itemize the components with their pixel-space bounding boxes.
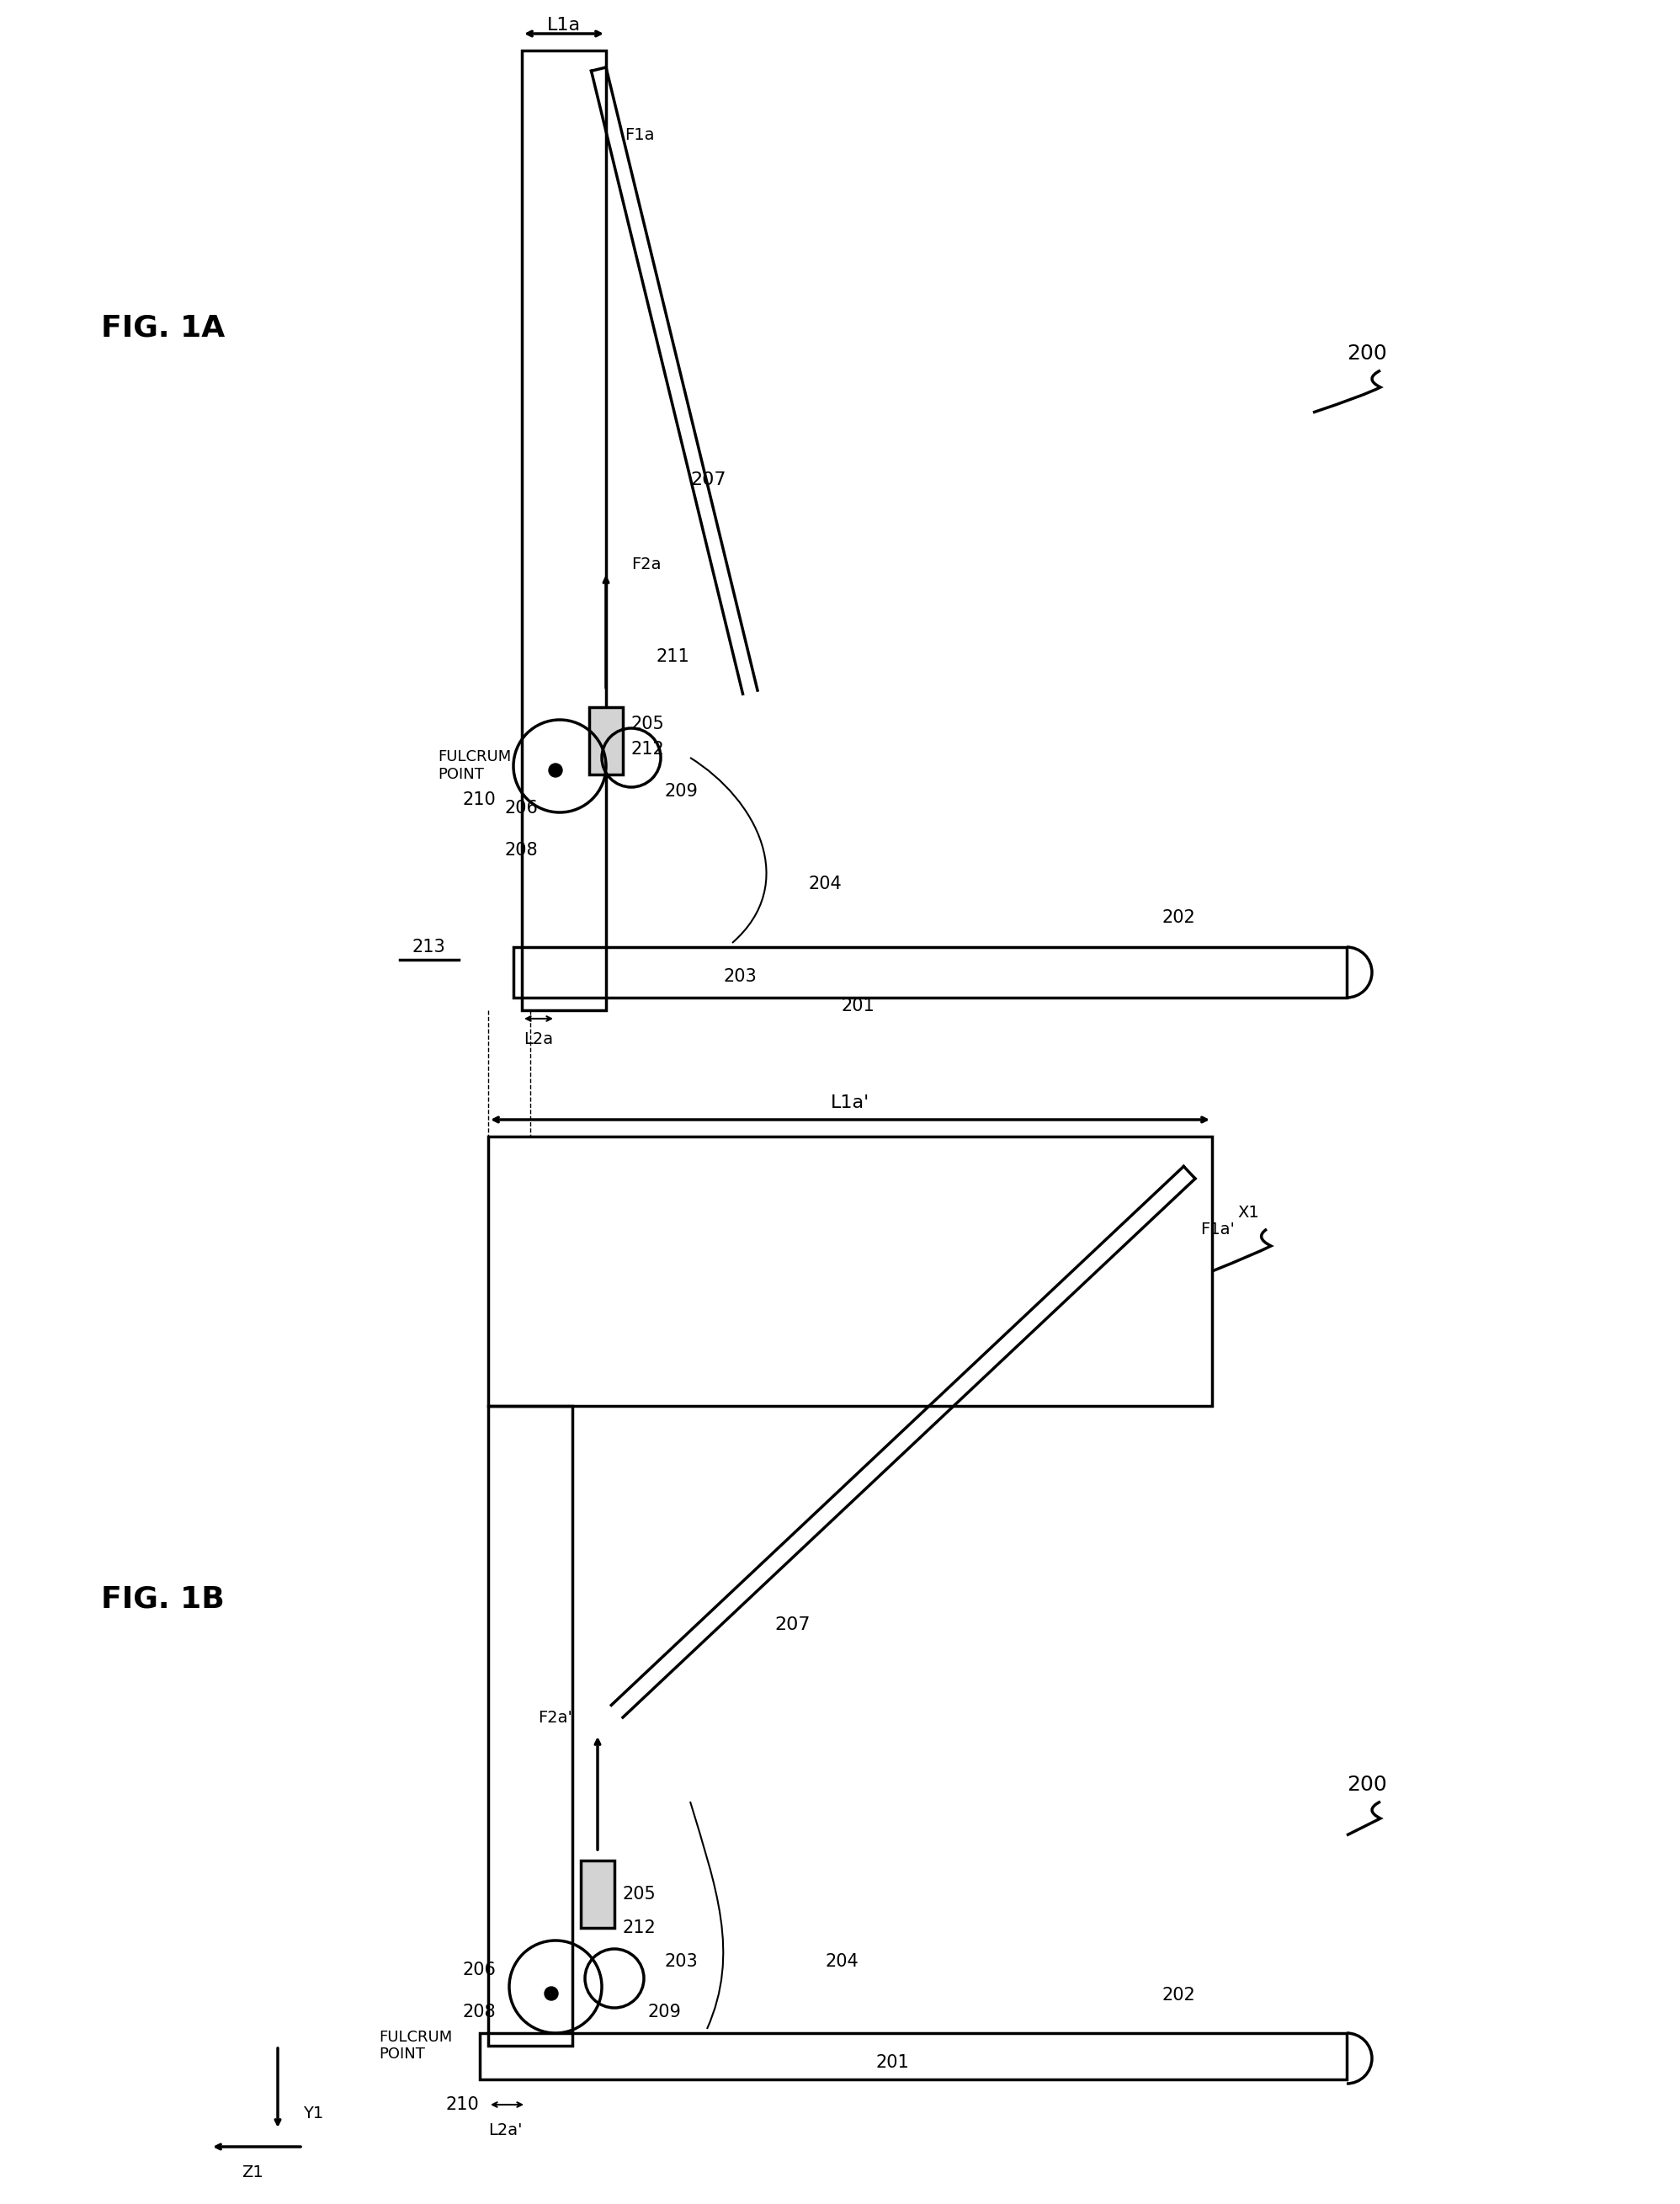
Text: F1a': F1a': [1201, 1221, 1235, 1236]
Text: 209: 209: [648, 2003, 682, 2021]
Text: L2a: L2a: [524, 1031, 553, 1047]
Text: 208: 208: [464, 2003, 496, 2021]
Text: 203: 203: [724, 968, 758, 985]
Text: 207: 207: [774, 1616, 810, 1633]
Bar: [489, 1137, 1211, 1406]
Circle shape: [549, 763, 563, 778]
Text: 204: 204: [825, 1953, 858, 1970]
Text: 210: 210: [447, 2096, 479, 2114]
Text: 207: 207: [690, 472, 726, 489]
Text: Z1: Z1: [242, 2164, 264, 2180]
Text: 211: 211: [657, 648, 690, 666]
Text: 206: 206: [506, 800, 539, 818]
Text: FIG. 1B: FIG. 1B: [101, 1585, 225, 1613]
Text: Y1: Y1: [302, 2105, 324, 2120]
Text: 206: 206: [464, 1962, 497, 1979]
Text: FIG. 1A: FIG. 1A: [101, 313, 225, 342]
Text: F2a': F2a': [538, 1710, 573, 1726]
Text: L1a': L1a': [830, 1095, 870, 1111]
Bar: [480, 2032, 1347, 2078]
Bar: [581, 1860, 615, 1928]
Text: 200: 200: [1347, 1774, 1388, 1794]
Text: F2a: F2a: [632, 555, 662, 573]
Text: 202: 202: [1161, 1986, 1194, 2003]
Bar: [514, 948, 1347, 998]
Text: 210: 210: [464, 791, 496, 809]
Text: 204: 204: [808, 875, 842, 893]
Text: 200: 200: [1347, 344, 1388, 364]
Text: 212: 212: [632, 741, 665, 758]
Bar: [522, 51, 606, 1009]
Text: 203: 203: [665, 1953, 699, 1970]
Text: 208: 208: [506, 842, 538, 860]
Text: 202: 202: [1161, 910, 1194, 926]
Text: FULCRUM
POINT: FULCRUM POINT: [378, 2030, 452, 2063]
Text: 201: 201: [842, 998, 875, 1014]
Text: 213: 213: [412, 939, 445, 957]
Text: F1a: F1a: [625, 126, 655, 143]
Circle shape: [544, 1986, 558, 2001]
Text: 205: 205: [623, 1887, 657, 1902]
Text: L2a': L2a': [487, 2122, 522, 2138]
Text: FULCRUM
POINT: FULCRUM POINT: [438, 749, 511, 782]
Text: 201: 201: [875, 2054, 909, 2072]
Text: 209: 209: [665, 782, 699, 800]
Bar: [489, 1406, 573, 2045]
Text: 205: 205: [632, 716, 665, 732]
Bar: [590, 707, 623, 774]
Text: 212: 212: [623, 1920, 657, 1937]
Text: X1: X1: [1236, 1203, 1258, 1221]
Text: L1a: L1a: [548, 18, 581, 33]
